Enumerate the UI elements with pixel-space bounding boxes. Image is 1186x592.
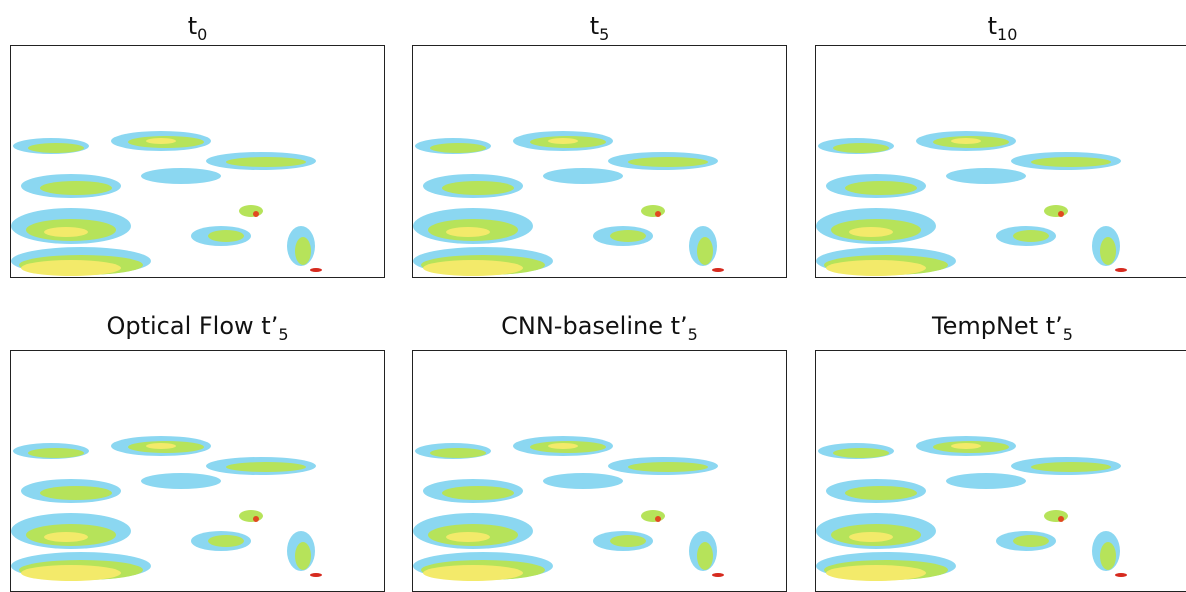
field-image [413,46,786,277]
field-image [11,46,384,277]
title-subscript: 5 [278,324,289,344]
title-text: t [187,12,198,40]
panel-title: Optical Flow t’5 [10,312,385,344]
title-subscript: 5 [599,24,610,44]
title-subscript: 0 [197,24,208,44]
image-panel [815,45,1186,278]
image-panel [815,350,1186,592]
field-image [413,351,786,582]
image-panel [10,350,385,592]
title-subscript: 5 [687,324,698,344]
title-subscript: 5 [1062,324,1073,344]
title-text: Optical Flow t’ [106,312,279,340]
title-text: TempNet t’ [932,312,1063,340]
field-image [816,46,1186,277]
image-panel [10,45,385,278]
title-text: t [589,12,600,40]
panel-title: t10 [815,12,1186,44]
panel-title: t5 [412,12,787,44]
title-text: t [987,12,998,40]
image-panel [412,45,787,278]
field-image [11,351,384,582]
field-image [816,351,1186,582]
title-text: CNN-baseline t’ [501,312,688,340]
panel-title: CNN-baseline t’5 [412,312,787,344]
panel-title: TempNet t’5 [815,312,1186,344]
panel-title: t0 [10,12,385,44]
image-panel [412,350,787,592]
title-subscript: 10 [997,24,1018,44]
